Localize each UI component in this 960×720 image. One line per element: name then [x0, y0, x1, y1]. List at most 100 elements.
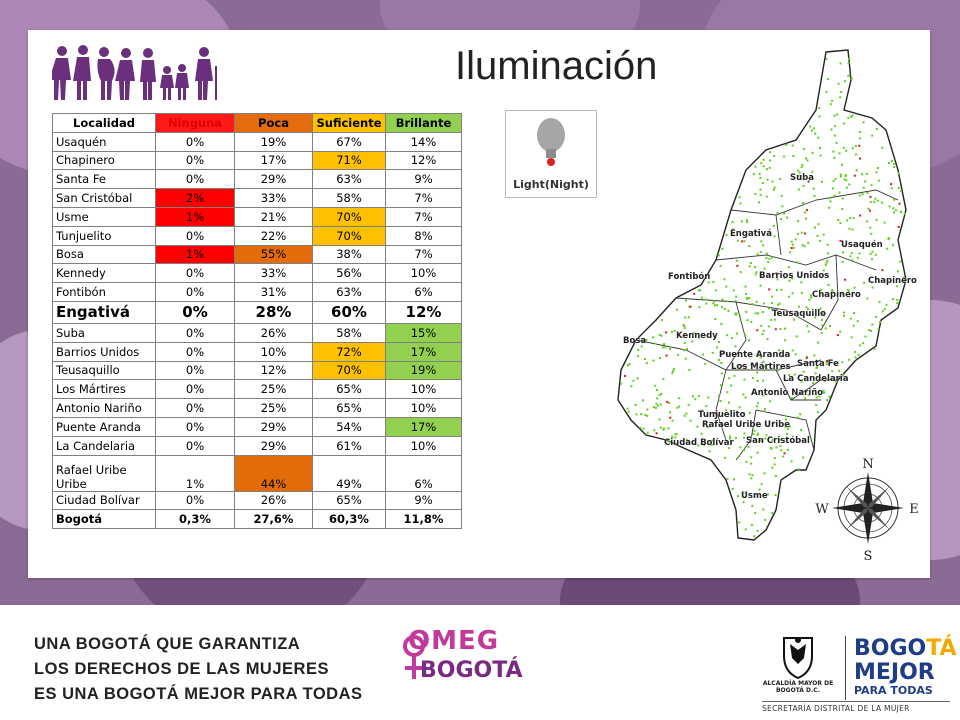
green-light-dot [839, 62, 842, 65]
green-light-dot [851, 259, 854, 262]
green-light-dot [826, 243, 829, 246]
green-light-dot [780, 288, 783, 291]
light-bulb-icon [537, 118, 565, 166]
red-light-dot [714, 412, 716, 414]
green-light-dot [887, 237, 890, 240]
bmpt-mejor: MEJOR [854, 660, 935, 685]
cell-suficiente: 58% [312, 322, 386, 343]
red-light-dot [868, 209, 871, 212]
green-light-dot [888, 205, 891, 208]
green-light-dot [762, 360, 765, 363]
green-light-dot [765, 195, 768, 198]
green-light-dot [698, 336, 701, 339]
green-light-dot [653, 429, 656, 432]
green-light-dot [858, 344, 861, 347]
green-light-dot [683, 325, 686, 327]
cell-ninguna: 2% [155, 188, 235, 208]
bmpt-para-todas: PARA TODAS [854, 684, 933, 697]
map-label-puente-aranda: Puente Aranda [719, 350, 791, 360]
green-light-dot [652, 336, 655, 339]
green-light-dot [667, 427, 670, 430]
table-row: Engativá 0% 28% 60% 12% [52, 300, 462, 324]
map-label-antonio-narino: Antonio Nariño [751, 388, 823, 398]
green-light-dot [734, 345, 737, 348]
red-light-dot [881, 269, 884, 272]
cell-brillante: 10% [385, 435, 462, 456]
green-light-dot [762, 508, 765, 511]
green-light-dot [862, 186, 865, 189]
green-light-dot [768, 436, 770, 439]
green-light-dot [738, 196, 741, 199]
green-light-dot [885, 303, 888, 306]
green-light-dot [825, 261, 828, 264]
green-light-dot [788, 295, 791, 298]
green-light-dot [893, 162, 896, 165]
green-light-dot [768, 232, 771, 235]
green-light-dot [858, 194, 861, 197]
green-light-dot [864, 335, 867, 338]
green-light-dot [626, 407, 629, 410]
green-light-dot [886, 247, 889, 250]
green-light-dot [716, 304, 719, 307]
green-light-dot [812, 127, 815, 130]
green-light-dot [754, 165, 757, 168]
table-row: Tunjuelito 0% 22% 70% 8% [52, 225, 462, 246]
green-light-dot [740, 220, 743, 223]
green-light-dot [672, 370, 675, 372]
green-light-dot [743, 378, 746, 381]
green-light-dot [877, 328, 880, 331]
green-light-dot [790, 460, 793, 463]
cell-localidad: Antonio Nariño [52, 398, 156, 418]
green-light-dot [756, 371, 759, 374]
green-light-dot [845, 186, 848, 189]
green-light-dot [832, 150, 835, 153]
green-light-dot [691, 340, 694, 343]
green-light-dot [675, 433, 678, 436]
cell-brillante: 10% [385, 379, 462, 400]
table-row: Rafael Uribe Uribe 1% 44% 49% 6% [52, 454, 462, 492]
green-light-dot [788, 251, 791, 254]
green-light-dot [833, 156, 836, 159]
green-light-dot [692, 395, 694, 398]
green-light-dot [832, 180, 835, 183]
green-light-dot [897, 186, 900, 189]
map-label-usaquen: Usaquén [841, 239, 883, 250]
green-light-dot [847, 290, 850, 293]
green-light-dot [801, 164, 804, 166]
green-light-dot [718, 341, 720, 343]
green-light-dot [772, 188, 775, 191]
green-light-dot [640, 413, 643, 416]
green-light-dot [895, 285, 898, 288]
cell-poca: 27,6% [234, 509, 313, 530]
cell-ninguna: 0% [155, 263, 235, 284]
green-light-dot [764, 408, 766, 410]
green-light-dot [903, 212, 906, 215]
green-light-dot [798, 174, 801, 177]
green-light-dot [841, 197, 844, 200]
green-light-dot [812, 382, 815, 384]
green-light-dot [738, 406, 741, 409]
green-light-dot [813, 195, 816, 197]
red-light-dot [693, 292, 696, 295]
green-light-dot [883, 308, 886, 311]
header-suficiente: Suficiente [312, 113, 386, 133]
green-light-dot [759, 193, 762, 196]
green-light-dot [686, 348, 688, 351]
green-light-dot [747, 445, 750, 448]
green-light-dot [756, 379, 759, 382]
red-light-dot [768, 288, 771, 291]
table-row: Puente Aranda 0% 29% 54% 17% [52, 416, 462, 437]
green-light-dot [736, 239, 739, 242]
green-light-dot [739, 446, 742, 449]
green-light-dot [637, 348, 640, 351]
green-light-dot [756, 433, 759, 436]
green-light-dot [857, 354, 860, 356]
green-light-dot [726, 334, 729, 337]
green-light-dot [823, 391, 826, 394]
cell-ninguna: 0% [155, 282, 235, 302]
green-light-dot [824, 264, 827, 266]
green-light-dot [791, 349, 794, 352]
green-light-dot [843, 311, 846, 314]
green-light-dot [671, 372, 674, 375]
cell-suficiente: 61% [312, 435, 386, 456]
